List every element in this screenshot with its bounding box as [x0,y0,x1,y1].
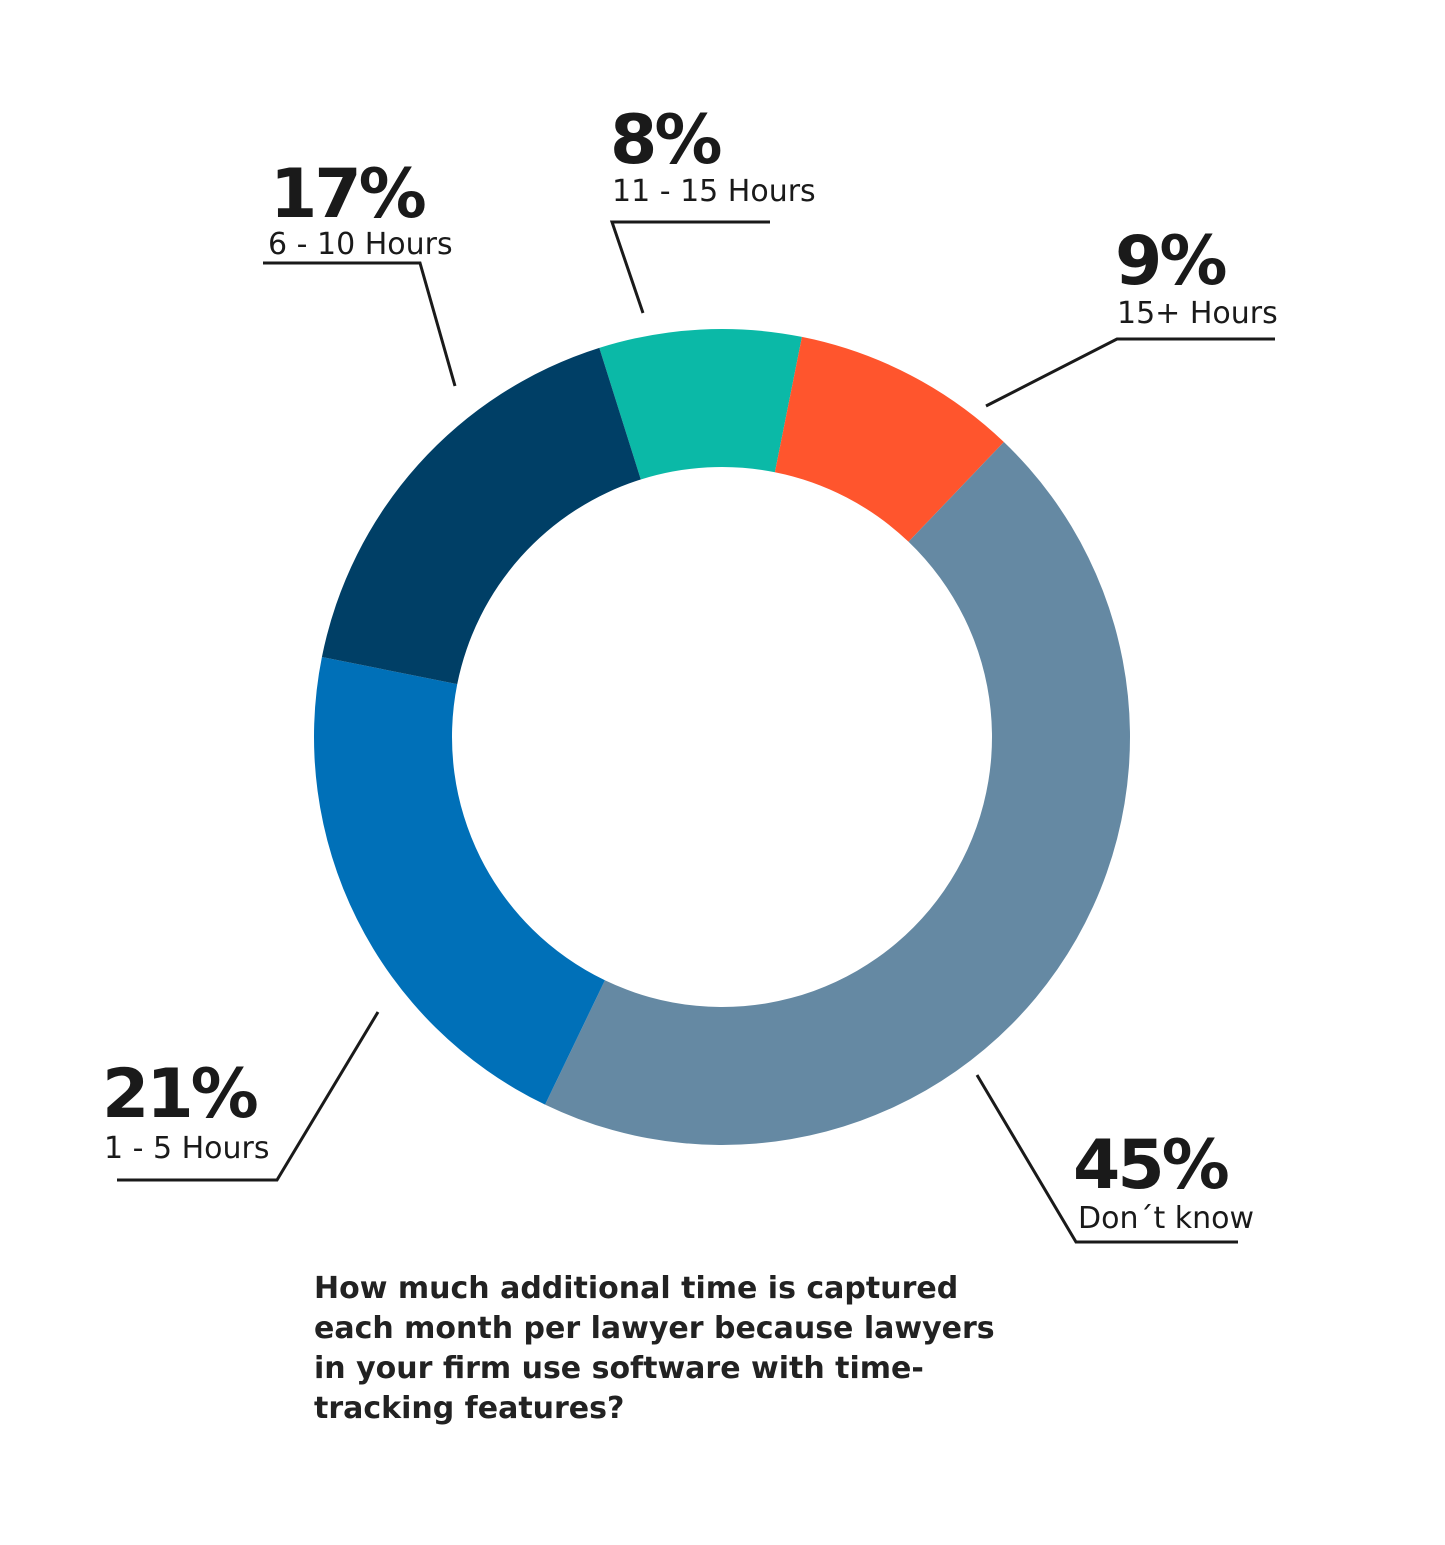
title-line: in your firm use software with time- [314,1351,924,1386]
title-line: How much additional time is captured [314,1271,958,1306]
slice-don-t-know [545,442,1130,1145]
category-label: 15+ Hours [1117,296,1278,331]
leader-line [117,1011,380,1182]
label-15-plus-hours: 9% 15+ Hours [985,222,1278,408]
slice-1-5-hours [313,657,605,1105]
value-label: 17% [270,155,425,234]
leader-line [263,261,457,387]
slice-6-10-hours [321,347,641,685]
label-1-5-hours: 21% 1 - 5 Hours [102,1011,380,1182]
value-label: 9% [1115,222,1225,301]
leader-line [975,1074,1238,1244]
category-label: 11 - 15 Hours [612,174,816,209]
title-line: each month per lawyer because lawyers [314,1311,995,1346]
value-label: 21% [102,1055,257,1134]
leader-line [609,220,770,314]
value-label: 45% [1073,1126,1228,1205]
category-label: Don´t know [1078,1201,1254,1236]
category-label: 6 - 10 Hours [268,227,453,262]
label-11-15-hours: 8% 11 - 15 Hours [609,101,816,314]
label-6-10-hours: 17% 6 - 10 Hours [263,155,457,387]
chart-title: How much additional time is captured eac… [314,1271,995,1426]
slice-11-15-hours [599,329,802,480]
category-label: 1 - 5 Hours [104,1131,270,1166]
leader-line [985,337,1275,408]
value-label: 8% [610,101,720,180]
slice-15-hours [774,336,1004,542]
title-line: tracking features? [314,1391,624,1426]
label-dont-know: 45% Don´t know [975,1074,1254,1244]
